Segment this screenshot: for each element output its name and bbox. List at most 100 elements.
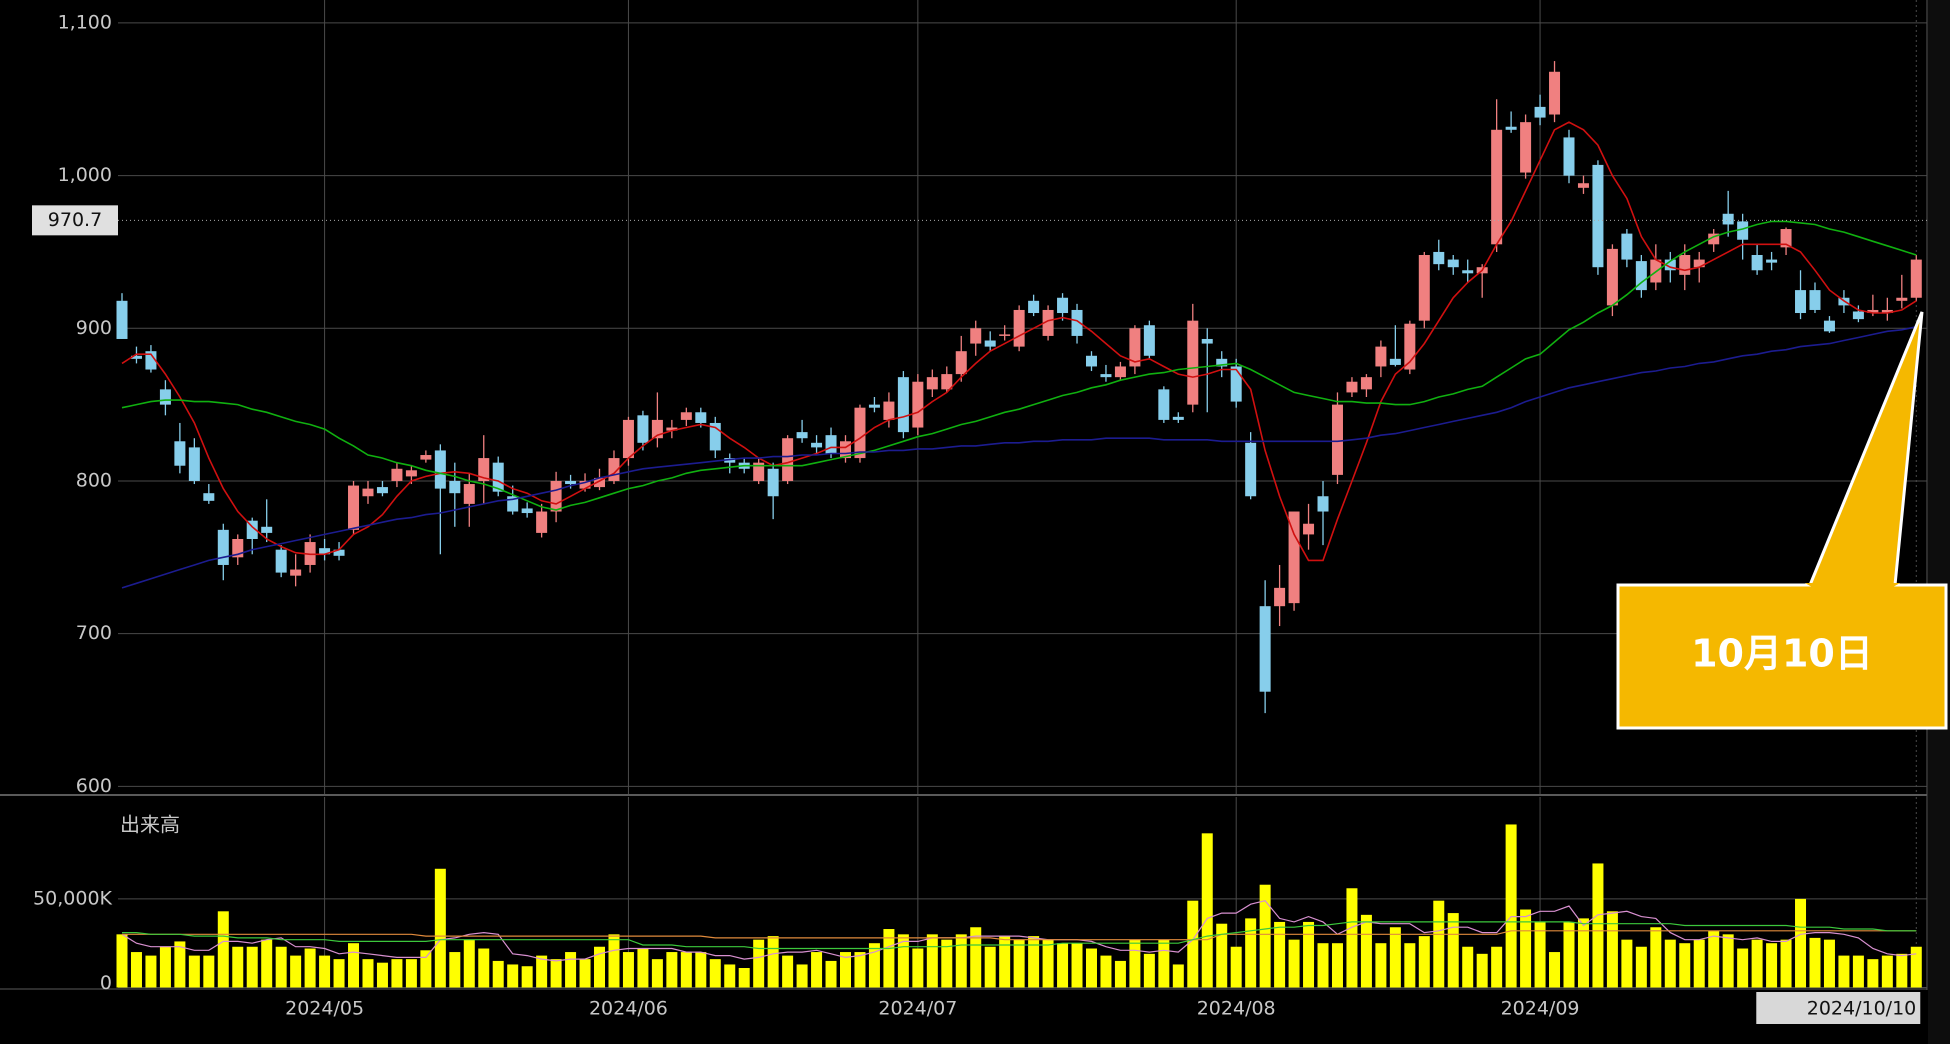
candle-body [275,549,287,573]
volume-bar [1838,955,1850,988]
volume-bar [232,946,244,988]
candle-body [565,480,577,485]
candle-body [1534,106,1546,118]
candle-body [825,435,837,454]
y-tick-label: 800 [76,469,112,491]
candle-body [680,412,692,420]
volume-bar [955,934,967,988]
candle-body [782,438,794,481]
volume-bar [1737,948,1749,988]
volume-bar [912,948,924,988]
candle-body [579,480,591,489]
volume-bar [1346,888,1358,988]
candle-body [1114,366,1126,378]
volume-bar [666,952,678,988]
candle-body [1722,213,1734,225]
candle-body [1042,309,1054,336]
candle-body [1606,248,1618,306]
candle-body [1129,328,1141,367]
volume-bar [622,952,634,988]
volume-bar [1722,934,1734,988]
volume-bar [970,927,982,988]
candle-body [622,419,634,459]
y-tick-label: 1,100 [58,11,112,33]
candle-body [1245,442,1257,497]
volume-bar [261,939,273,988]
candle-body [1780,229,1792,248]
candle-body [1216,358,1228,367]
volume-bar [319,955,331,988]
x-tick-label: 2024/06 [589,998,668,1020]
callout-box [1616,583,1948,730]
volume-bar [1433,900,1445,988]
candle-body [594,477,606,488]
volume-bar [1563,921,1575,988]
volume-bar [521,966,533,988]
candle-body [1881,309,1893,314]
volume-bar [796,964,808,988]
candle-body [1259,606,1271,692]
volume-bar [1129,939,1141,988]
volume-bar [1288,939,1300,988]
volume-bar [275,946,287,988]
volume-bar [1534,921,1546,988]
volume-bar [1100,955,1112,988]
candle-body [420,455,432,460]
volume-bar [362,959,374,988]
volume-bar [391,959,403,988]
volume-bar [724,964,736,988]
candle-body [840,441,851,459]
volume-bar [536,955,548,988]
volume-bar [348,943,360,988]
volume-bar [1635,946,1647,988]
candle-body [1505,126,1517,130]
candle-body [261,526,273,533]
volume-bar [1389,927,1401,988]
volume-bar [1505,824,1517,988]
candle-body [1013,309,1025,347]
candle-body [348,485,360,530]
callout: 10月10日 [1616,311,1948,730]
x-tick-label: 2024/05 [285,998,364,1020]
candle-body [1664,259,1676,271]
volume-bar [984,946,996,988]
candle-body [897,377,909,433]
volume-bar [130,952,142,988]
volume-bar [1375,943,1387,988]
candle-body [811,442,823,448]
volume-bar [782,955,794,988]
volume-bar [883,929,895,988]
candle-body [970,328,982,344]
candle-body [362,488,374,497]
candle-body [246,520,258,540]
volume-bar [1549,952,1561,988]
volume-bar [1823,939,1835,988]
candle-body [1433,251,1445,265]
volume-bar [651,959,663,988]
volume-bar [174,941,186,988]
volume-bar [608,934,620,988]
volume-bar [1418,936,1430,988]
volume-bar [1476,953,1488,988]
candle-body [174,441,186,466]
volume-bar [1259,884,1271,988]
plot-layer: 2024/05 2024/06 2024/07 2024/08 2024/09 2024/… [32,0,1927,1024]
candle-body [217,529,229,565]
volume-bar [1896,953,1908,988]
candle-body [319,548,331,555]
volume-bar [1404,943,1416,988]
candle-body [449,480,461,494]
y-tick-label: 600 [76,775,112,797]
candle-body [1057,297,1069,314]
y-tick-label: 1,000 [58,164,112,186]
volume-bar [753,939,765,988]
candle-body [1230,366,1242,402]
candle-body [1187,320,1199,405]
volume-bar [1114,960,1126,988]
volume-bar [1057,943,1069,988]
candle-body [1085,355,1097,367]
candle-body [608,458,620,481]
candle-body [1462,270,1474,274]
candle-body [1693,259,1705,268]
candle-body [1751,254,1763,271]
